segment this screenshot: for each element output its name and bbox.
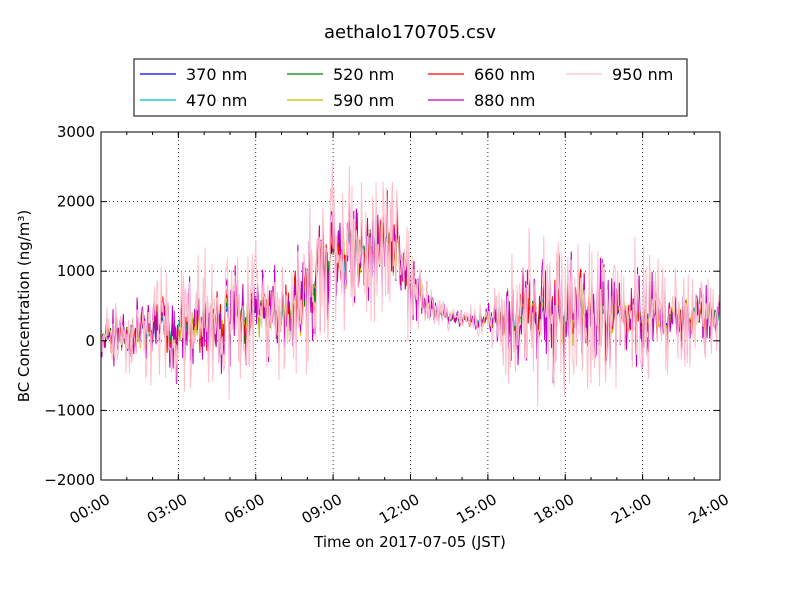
legend-label: 370 nm: [186, 65, 247, 84]
y-tick-label: 2000: [57, 193, 95, 211]
y-tick-label: 0: [85, 332, 95, 350]
series-lines: [101, 162, 720, 407]
legend-label: 660 nm: [474, 65, 535, 84]
legend-label: 470 nm: [186, 91, 247, 110]
series-line-880-nm: [101, 186, 720, 385]
legend-label: 950 nm: [612, 65, 673, 84]
x-tick-label: 00:00: [67, 490, 113, 527]
y-tick-label: 3000: [57, 123, 95, 141]
y-tick-label: −2000: [44, 471, 95, 489]
legend-label: 590 nm: [333, 91, 394, 110]
x-tick-label: 03:00: [144, 490, 190, 527]
x-tick-label: 12:00: [376, 490, 422, 527]
x-tick-label: 06:00: [221, 490, 267, 527]
x-tick-label: 15:00: [453, 490, 499, 527]
legend-box: [133, 58, 688, 117]
legend: 370 nm 470 nm 520 nm 590 nm 660 nm 880 nm 950 …: [133, 58, 688, 117]
legend-label: 520 nm: [333, 65, 394, 84]
x-tick-label: 09:00: [299, 490, 345, 527]
y-axis-label: BC Concentration (ng/m³): [15, 210, 33, 403]
y-tick-label: 1000: [57, 262, 95, 280]
x-tick-label: 21:00: [608, 490, 654, 527]
chart-title: aethalo170705.csv: [324, 22, 496, 43]
x-tick-label: 24:00: [686, 490, 732, 527]
x-tick-labels: 00:00 03:00 06:00 09:00 12:00 15:00 18:00 21:00…: [67, 490, 732, 527]
y-tick-label: −1000: [44, 401, 95, 419]
x-axis-label: Time on 2017-07-05 (JST): [313, 533, 506, 551]
axis-ticks: [100, 131, 721, 481]
series-line-950-nm: [101, 162, 720, 407]
x-tick-label: 18:00: [531, 490, 577, 527]
legend-label: 880 nm: [474, 91, 535, 110]
y-tick-labels: −2000 −1000 0 1000 2000 3000: [44, 123, 95, 489]
